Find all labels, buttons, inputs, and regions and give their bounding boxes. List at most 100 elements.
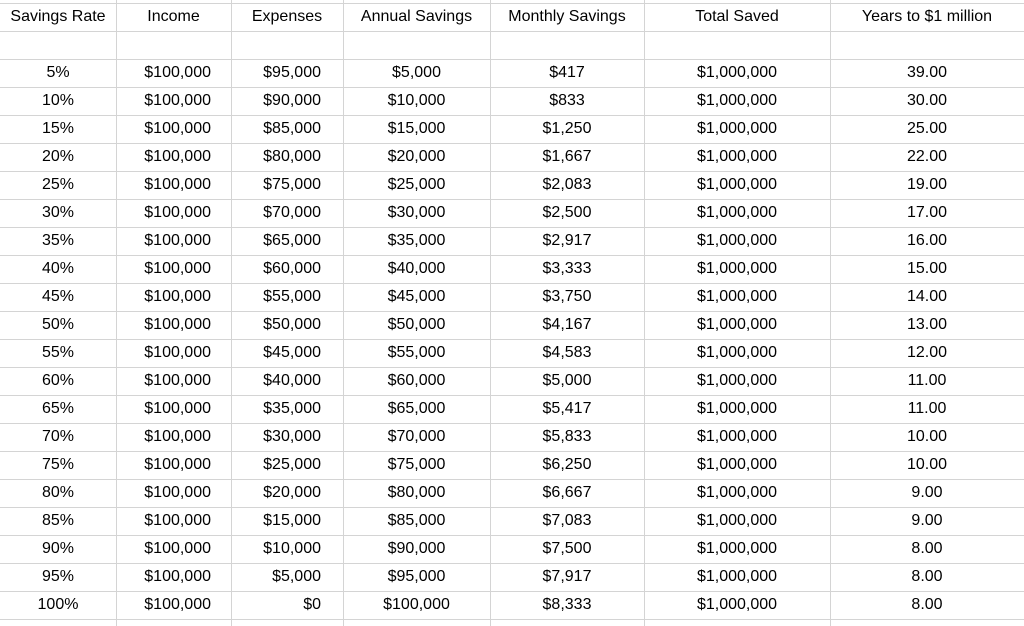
data-cell: 9.00 <box>911 484 943 501</box>
grid-line <box>0 367 1024 368</box>
data-cell: $1,667 <box>542 148 592 165</box>
data-cell: $100,000 <box>144 428 211 445</box>
data-cell: 30.00 <box>906 92 948 109</box>
grid-line <box>0 3 1024 4</box>
data-cell: $100,000 <box>144 92 211 109</box>
data-cell: $10,000 <box>263 540 321 557</box>
grid-line <box>830 0 831 626</box>
header-cell: Savings Rate <box>10 8 106 25</box>
data-cell: $10,000 <box>387 92 446 109</box>
data-cell: $30,000 <box>387 204 446 221</box>
data-cell: $15,000 <box>263 512 321 529</box>
data-cell: $85,000 <box>263 120 321 137</box>
grid-line <box>231 0 232 626</box>
data-cell: 10.00 <box>906 428 948 445</box>
data-cell: $7,083 <box>542 512 592 529</box>
data-cell: $5,000 <box>392 64 441 81</box>
data-cell: 14.00 <box>906 288 948 305</box>
data-cell: $100,000 <box>144 260 211 277</box>
data-cell: 40% <box>41 260 75 277</box>
data-cell: $0 <box>303 596 321 613</box>
data-cell: $1,250 <box>542 120 592 137</box>
data-cell: $7,500 <box>542 540 592 557</box>
data-cell: $40,000 <box>387 260 446 277</box>
data-cell: $100,000 <box>144 344 211 361</box>
data-cell: 85% <box>41 512 75 529</box>
data-cell: $1,000,000 <box>696 232 778 249</box>
data-cell: $1,000,000 <box>696 64 778 81</box>
data-cell: $1,000,000 <box>696 92 778 109</box>
data-cell: $1,000,000 <box>696 540 778 557</box>
data-cell: 22.00 <box>906 148 948 165</box>
header-cell: Income <box>147 8 200 25</box>
grid-line <box>0 115 1024 116</box>
data-cell: $1,000,000 <box>696 148 778 165</box>
data-cell: 30% <box>41 204 75 221</box>
data-cell: $100,000 <box>144 456 211 473</box>
data-cell: $70,000 <box>263 204 321 221</box>
data-cell: $100,000 <box>144 484 211 501</box>
data-cell: $100,000 <box>144 512 211 529</box>
data-cell: $100,000 <box>144 288 211 305</box>
data-cell: 15.00 <box>906 260 948 277</box>
data-cell: 11.00 <box>907 400 947 417</box>
data-cell: 8.00 <box>911 568 943 585</box>
data-cell: $5,000 <box>272 568 321 585</box>
data-cell: 39.00 <box>906 64 948 81</box>
data-cell: 25.00 <box>906 120 948 137</box>
grid-line <box>0 507 1024 508</box>
data-cell: 50% <box>41 316 75 333</box>
data-cell: $100,000 <box>144 540 211 557</box>
data-cell: $35,000 <box>387 232 446 249</box>
data-cell: $1,000,000 <box>696 176 778 193</box>
data-cell: $5,417 <box>542 400 592 417</box>
grid-line <box>0 31 1024 32</box>
data-cell: 75% <box>41 456 75 473</box>
grid-line <box>0 143 1024 144</box>
grid-line <box>644 0 645 626</box>
grid-line <box>0 283 1024 284</box>
grid-line <box>0 199 1024 200</box>
grid-line <box>343 0 344 626</box>
data-cell: $100,000 <box>144 316 211 333</box>
data-cell: $50,000 <box>263 316 321 333</box>
data-cell: $1,000,000 <box>696 316 778 333</box>
data-cell: $35,000 <box>263 400 321 417</box>
data-cell: $1,000,000 <box>696 288 778 305</box>
grid-line <box>0 395 1024 396</box>
data-cell: $6,667 <box>542 484 592 501</box>
data-cell: $1,000,000 <box>696 512 778 529</box>
data-cell: $1,000,000 <box>696 204 778 221</box>
data-cell: 90% <box>41 540 75 557</box>
data-cell: $90,000 <box>263 92 321 109</box>
data-cell: $100,000 <box>144 372 211 389</box>
data-cell: $4,583 <box>542 344 592 361</box>
data-cell: 19.00 <box>906 176 948 193</box>
data-cell: $5,833 <box>542 428 592 445</box>
data-cell: $90,000 <box>387 540 446 557</box>
data-cell: $95,000 <box>263 64 321 81</box>
data-cell: $100,000 <box>144 400 211 417</box>
data-cell: $1,000,000 <box>696 568 778 585</box>
data-cell: $100,000 <box>144 176 211 193</box>
data-cell: $417 <box>549 64 585 81</box>
data-cell: $4,167 <box>542 316 592 333</box>
data-cell: $45,000 <box>263 344 321 361</box>
data-cell: $1,000,000 <box>696 344 778 361</box>
data-cell: $25,000 <box>263 456 321 473</box>
data-cell: $95,000 <box>387 568 446 585</box>
data-cell: $80,000 <box>263 148 321 165</box>
data-cell: $75,000 <box>387 456 446 473</box>
grid-line <box>0 591 1024 592</box>
data-cell: $20,000 <box>387 148 446 165</box>
data-cell: 70% <box>41 428 75 445</box>
data-cell: $65,000 <box>387 400 446 417</box>
data-cell: $2,083 <box>542 176 592 193</box>
data-cell: $833 <box>549 92 585 109</box>
data-cell: $55,000 <box>387 344 446 361</box>
grid-line <box>0 451 1024 452</box>
data-cell: 100% <box>37 596 79 613</box>
data-cell: $100,000 <box>144 148 211 165</box>
data-cell: $15,000 <box>387 120 446 137</box>
data-cell: $100,000 <box>144 204 211 221</box>
